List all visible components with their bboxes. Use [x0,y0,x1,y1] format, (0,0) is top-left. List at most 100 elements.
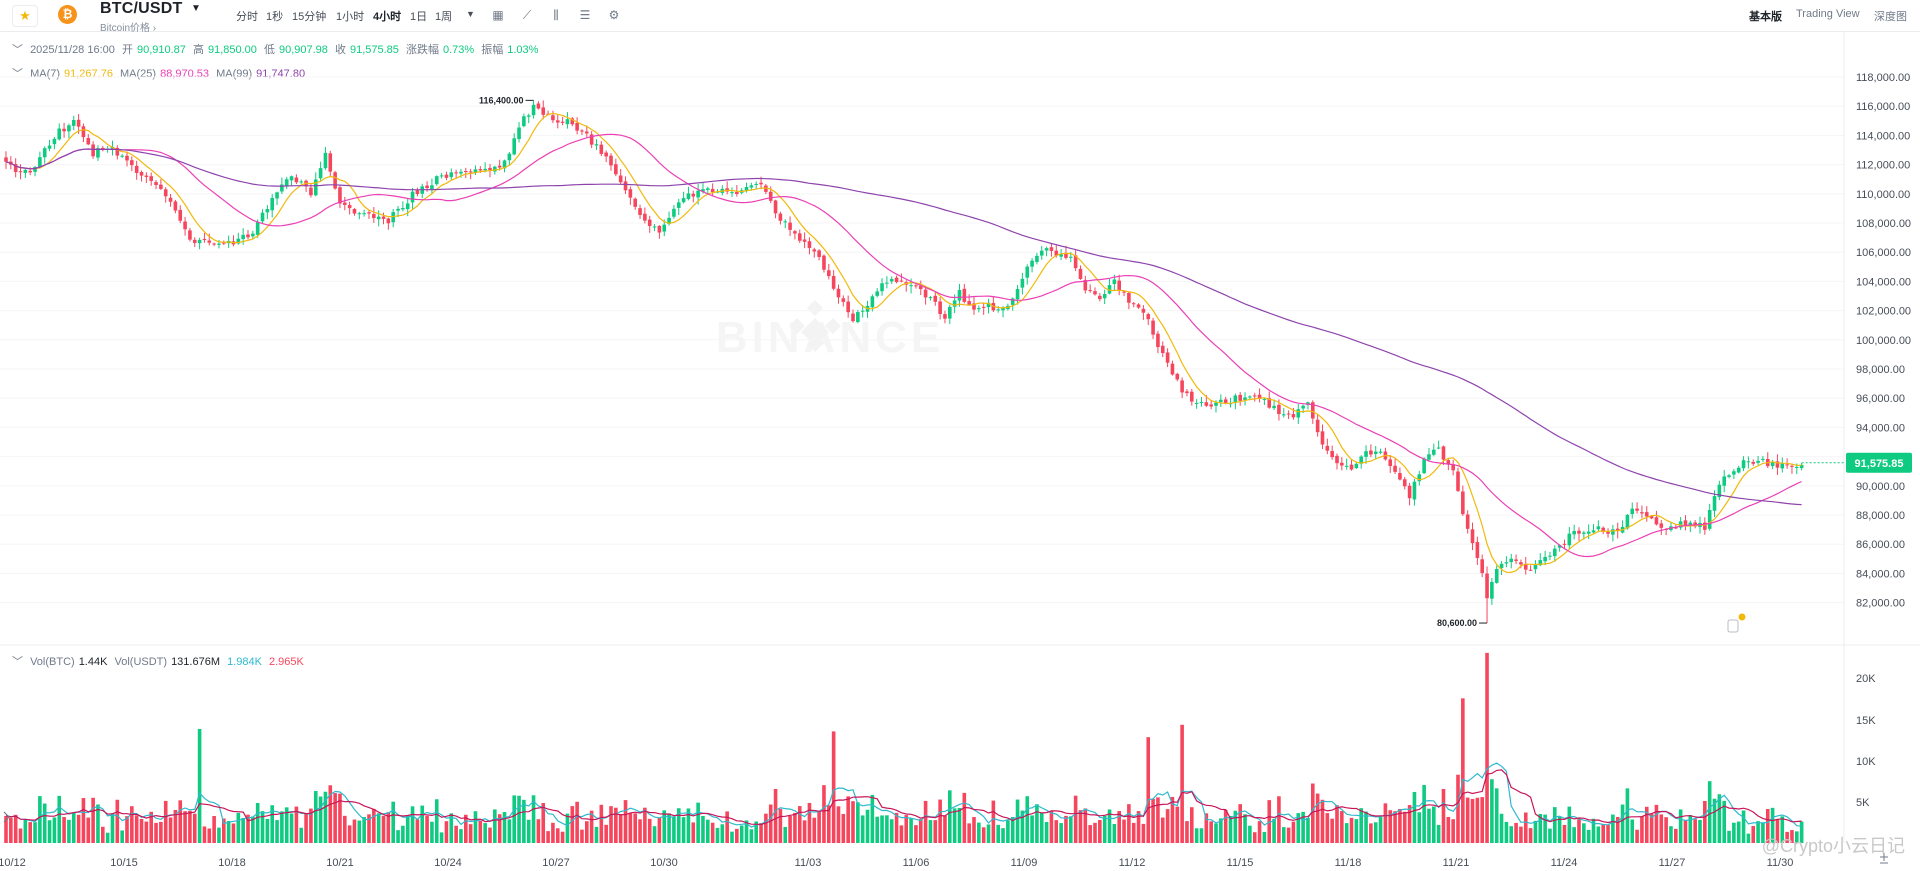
candle-body [130,160,134,166]
volume-bar [318,796,323,843]
volume-bar [1078,810,1083,843]
volume-bar [1252,832,1257,843]
volume-bar [1775,819,1780,843]
candle-body [1199,402,1204,404]
collapse-chevron-icon[interactable]: ﹀ [12,44,23,56]
candle-body [836,288,841,298]
volume-bar [788,816,792,843]
candle-body [18,171,23,173]
open-label: 开 [121,44,133,56]
volume-bar [86,817,91,843]
candle-body [1122,291,1126,293]
date-tick-label: 10/24 [434,857,462,869]
interval-1d[interactable]: 1日 [410,11,428,23]
indicator-gear-icon[interactable]: ⚙ [608,8,620,22]
candle-body [1030,260,1034,267]
candle-body [977,308,981,310]
candle-body [948,306,952,319]
candle-body [333,172,337,189]
volume-bar [478,820,483,843]
candle-body [1204,402,1209,406]
candle-body [1422,458,1426,474]
volume-bar [101,826,105,843]
candle-body [860,310,865,312]
candle-body [541,107,546,115]
candle-body [1703,522,1707,530]
volume-bar [1228,816,1233,843]
volume-bar [439,832,444,843]
settings-sliders-icon[interactable]: ☰ [579,8,591,22]
volume-bar [551,822,555,843]
volume-bar [914,825,918,843]
interval-1s[interactable]: 1秒 [266,11,284,23]
volume-bar [493,809,497,843]
volume-bar [1644,806,1649,843]
volume-tick-label: 5K [1856,797,1870,809]
calendar-icon[interactable]: ▦ [492,8,504,22]
volume-bar [1654,804,1659,843]
line-chart-icon[interactable]: ⟋ [522,8,532,22]
volume-bar [1422,785,1426,843]
ma7-line [5,112,1802,574]
tab-trading-view[interactable]: Trading View [1796,8,1860,20]
candle-body [1127,292,1131,303]
favorite-star-icon[interactable]: ★ [12,5,38,27]
volume-bar [526,819,531,843]
candle-body [1088,290,1092,292]
volume-bar [817,811,821,843]
interval-time-share[interactable]: 分时 [236,11,258,23]
volume-bar [1315,793,1320,843]
chart-extras [3,613,1888,864]
volume-bar [1035,804,1039,843]
date-tick-label: 11/18 [1335,857,1362,869]
candle-body [289,176,294,181]
volume-ma-short-line [5,762,1802,828]
more-intervals-caret-icon[interactable]: ▼ [466,9,475,19]
volume-bar [1465,797,1470,843]
volume-bar [313,791,318,843]
volume-bar [444,821,449,843]
symbol-title[interactable]: BTC/USDT [100,0,183,17]
volume-bar [260,811,265,843]
interval-1w[interactable]: 1周 [435,11,453,23]
candle-body [1625,514,1630,529]
candle-body [1601,527,1605,532]
candle-body [67,125,71,132]
candle-body [1233,395,1238,403]
volume-ma-long-line [5,769,1802,826]
ma-collapse-chevron-icon[interactable]: ﹀ [12,68,23,80]
candle-body [284,179,289,186]
volume-bar [1112,824,1117,843]
interval-1h[interactable]: 1小时 [336,11,365,23]
volume-bar [71,812,76,843]
date-tick-label: 10/21 [326,857,354,869]
volume-bar [125,816,129,843]
candle-body [599,144,604,154]
volume-bar [715,827,720,843]
volume-bar [793,812,797,843]
interval-4h[interactable]: 4小时 [373,11,402,23]
price-tick-label: 82,000.00 [1856,598,1905,610]
candlestick-icon[interactable]: ⫼ [553,8,559,22]
volume-bar [1548,828,1552,843]
candle-body [735,191,739,194]
volume-bar [1746,833,1751,843]
vol-collapse-chevron-icon[interactable]: ﹀ [12,656,23,668]
candle-body [1446,460,1451,465]
symbol-dropdown-caret-icon[interactable]: ▼ [191,3,201,14]
volume-bar [841,813,846,843]
volume-bar [449,813,454,843]
interval-15m[interactable]: 15分钟 [292,11,327,23]
candle-body [686,193,691,200]
volume-bar [1523,812,1528,843]
candle-body [604,152,608,157]
tab-depth-chart[interactable]: 深度图 [1874,11,1907,23]
volume-bar [323,791,328,843]
candle-body [1349,464,1354,470]
volume-bar [168,817,173,843]
volume-bar [541,802,546,843]
symbol-subtitle-link[interactable]: Bitcoin价格 › [100,23,157,34]
price-chart[interactable]: BINANCE 118,000.00116,000.00114,000.0011… [0,32,1920,871]
candle-body [827,270,831,277]
tab-basic-view[interactable]: 基本版 [1749,11,1782,23]
